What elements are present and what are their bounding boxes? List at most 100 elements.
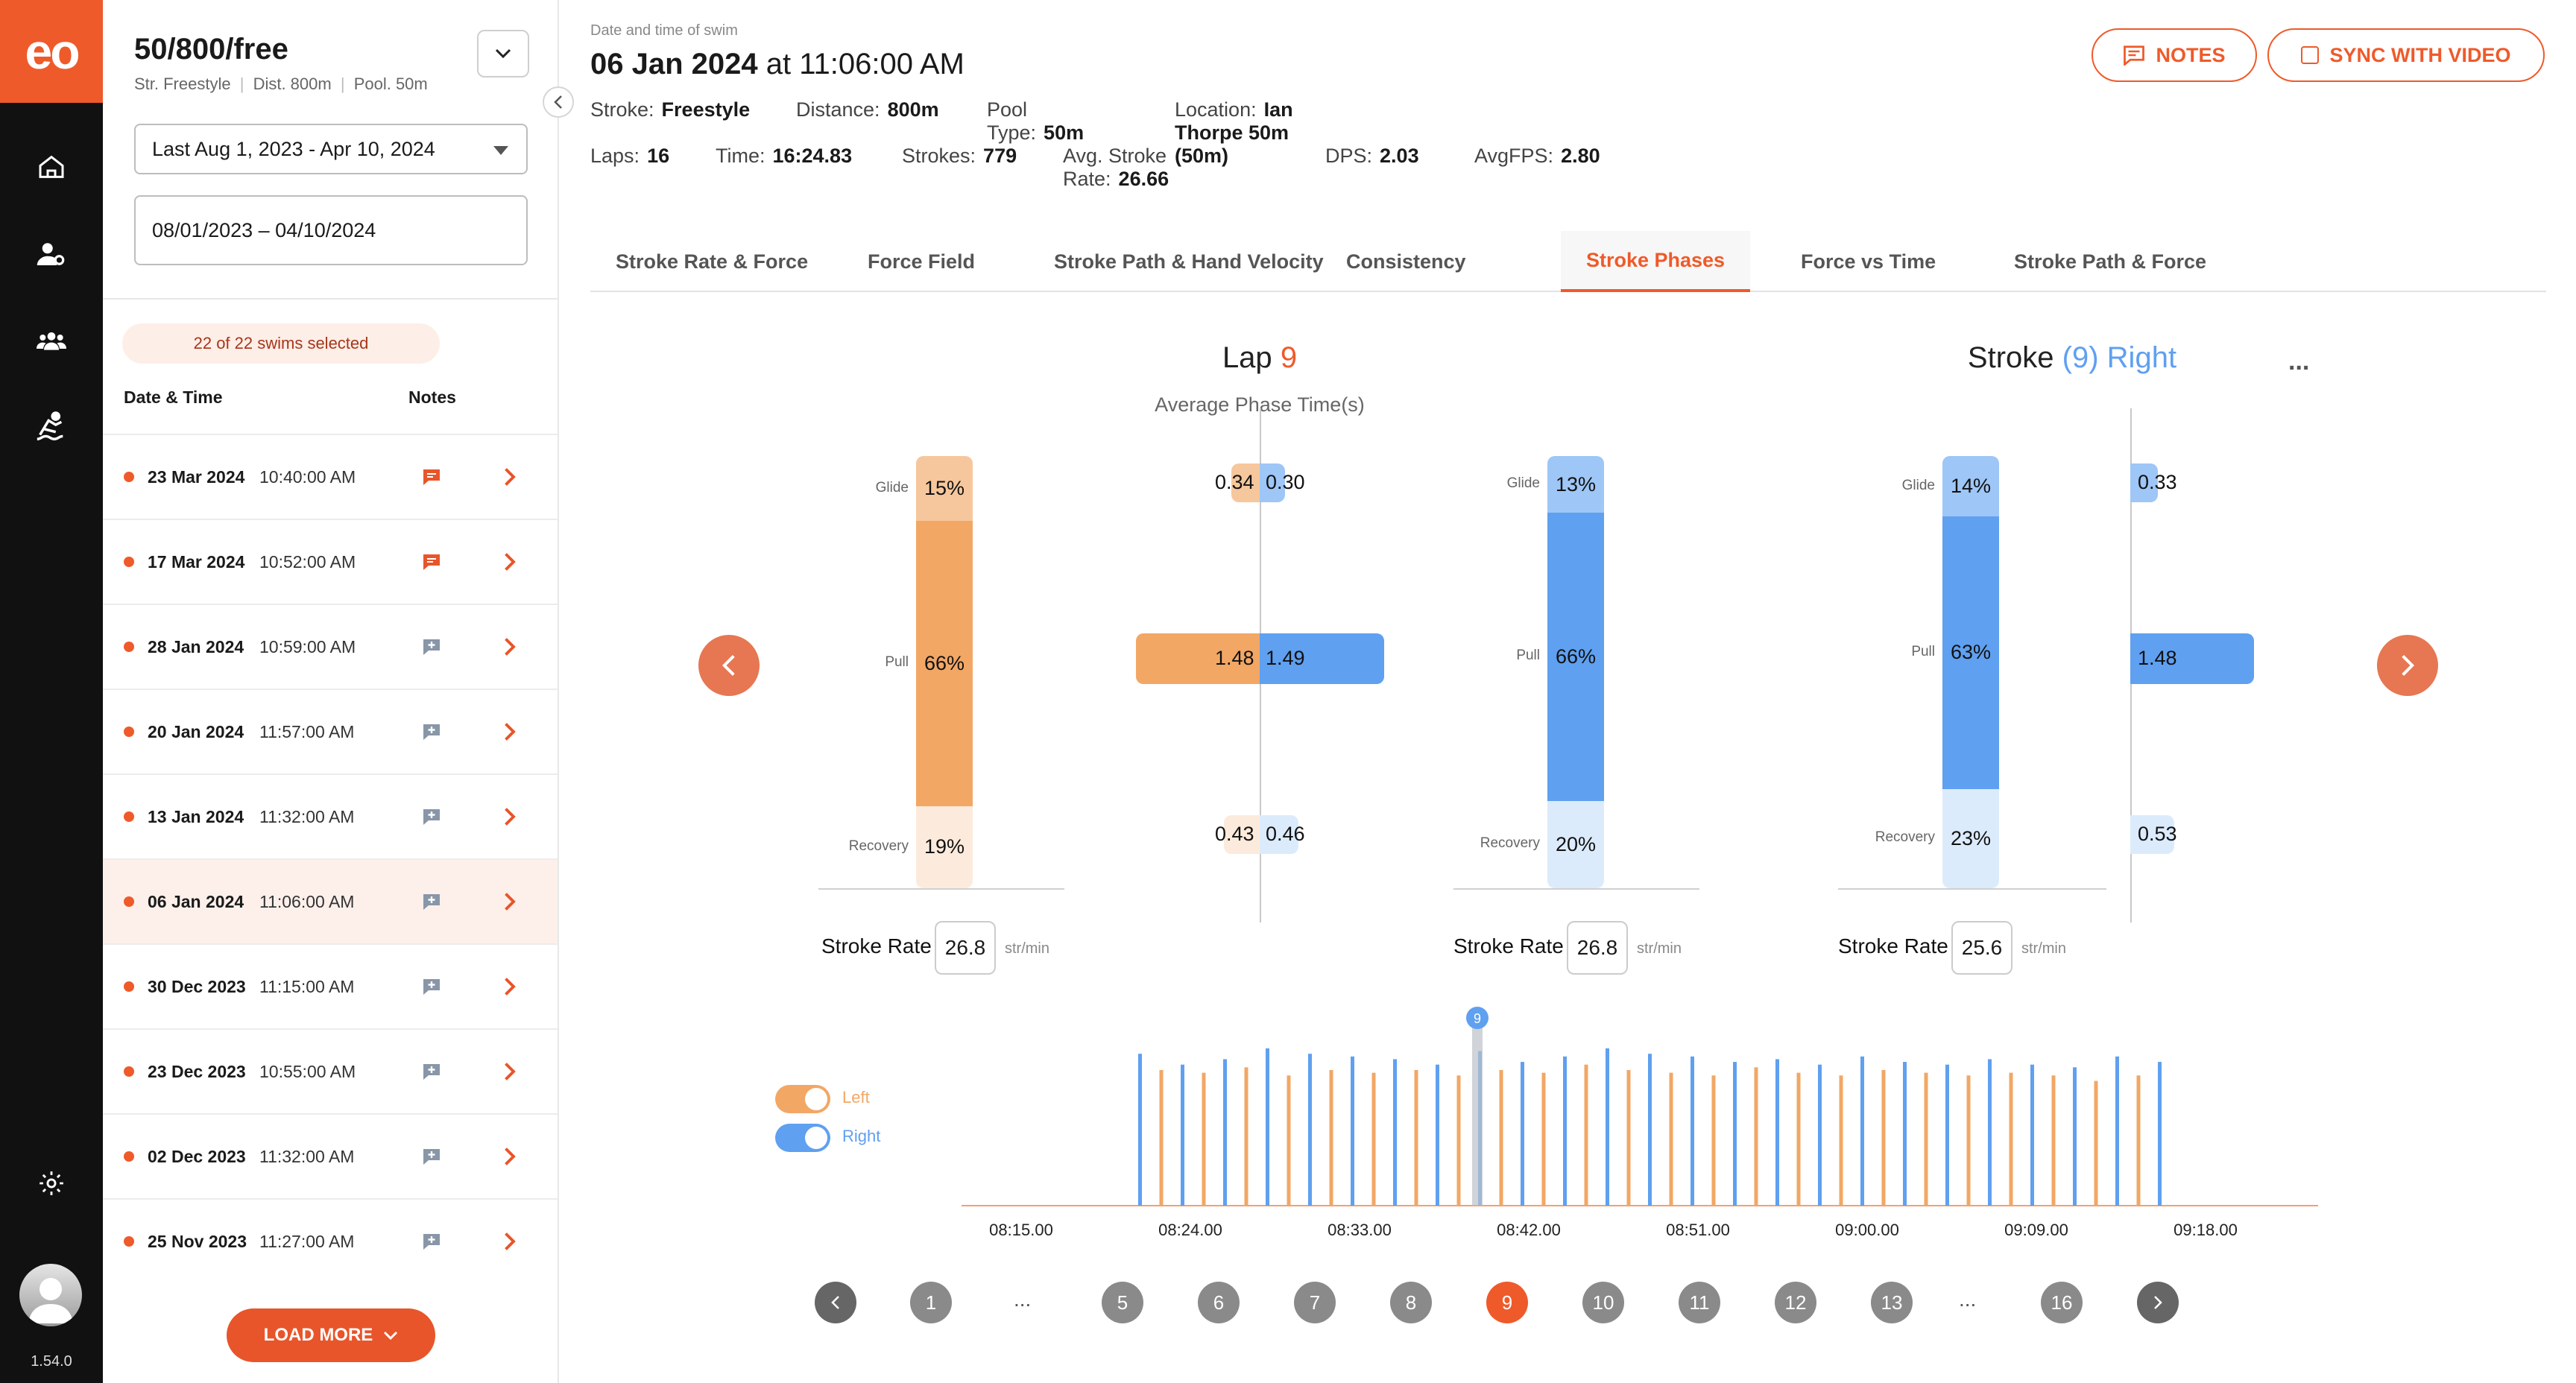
lap-page-5[interactable]: 5 xyxy=(1102,1282,1143,1323)
lap-page-8[interactable]: 8 xyxy=(1390,1282,1432,1323)
column-header-notes: Notes xyxy=(408,387,456,407)
swim-list-row[interactable]: 25 Nov 2023 11:27:00 AM xyxy=(103,1198,558,1283)
add-note-icon[interactable] xyxy=(422,978,441,996)
add-note-icon[interactable] xyxy=(422,1232,441,1250)
left-stroke-bar xyxy=(1159,1070,1164,1206)
chevron-right-icon[interactable] xyxy=(498,1230,520,1253)
next-stroke-button[interactable] xyxy=(2377,635,2438,696)
right-stroke-bar xyxy=(1138,1054,1142,1206)
stroke-recovery-time-bar xyxy=(2130,815,2175,854)
stroke-time-value: 0.53 xyxy=(2138,823,2177,845)
chevron-right-icon[interactable] xyxy=(498,890,520,913)
swim-datetime: 06 Jan 2024 at 11:06:00 AM xyxy=(590,48,965,81)
notes-button[interactable]: NOTES xyxy=(2092,28,2257,82)
stat-value: 2.03 xyxy=(1380,145,1419,167)
lap-page-9[interactable]: 9 xyxy=(1486,1282,1528,1323)
row-time: 11:57:00 AM xyxy=(259,721,355,741)
right-stroke-bar xyxy=(1775,1059,1779,1206)
stroke-rate-value: 26.8 xyxy=(1567,921,1628,975)
selected-count-badge[interactable]: 22 of 22 swims selected xyxy=(122,323,440,364)
left-hand-toggle[interactable] xyxy=(775,1085,830,1113)
stroke-timeline-chart[interactable]: 08:15.00 08:24.00 08:33.00 08:42.00 08:51.00… xyxy=(954,999,2326,1252)
row-time: 10:55:00 AM xyxy=(259,1061,356,1081)
lap-page-16[interactable]: 16 xyxy=(2041,1282,2083,1323)
swim-list-row[interactable]: 06 Jan 2024 11:06:00 AM xyxy=(103,858,558,943)
swim-list-row[interactable]: 17 Mar 2024 10:52:00 AM xyxy=(103,519,558,604)
avg-left-recovery-bar xyxy=(1223,815,1260,854)
add-note-icon[interactable] xyxy=(422,1063,441,1080)
tab-stroke-rate-force[interactable]: Stroke Rate & Force xyxy=(616,250,809,273)
lap-page-6[interactable]: 6 xyxy=(1198,1282,1240,1323)
add-note-icon[interactable] xyxy=(422,893,441,911)
tab-force-field[interactable]: Force Field xyxy=(868,250,976,273)
chevron-right-icon[interactable] xyxy=(498,466,520,488)
row-time: 10:52:00 AM xyxy=(259,551,356,572)
lap-page-11[interactable]: 11 xyxy=(1679,1282,1720,1323)
chevron-right-icon[interactable] xyxy=(498,975,520,998)
home-icon[interactable] xyxy=(28,143,75,191)
sidebar-collapse-button[interactable] xyxy=(543,86,574,118)
lap-page-12[interactable]: 12 xyxy=(1775,1282,1816,1323)
stat-label: Stroke: xyxy=(590,98,654,121)
add-note-icon[interactable] xyxy=(422,723,441,741)
divider xyxy=(103,298,558,300)
tab-stroke-path-force[interactable]: Stroke Path & Force xyxy=(2014,250,2207,273)
stroke-side: Right xyxy=(2106,341,2177,374)
swimmer-icon[interactable] xyxy=(28,402,75,450)
tab-stroke-path-hand-velocity[interactable]: Stroke Path & Hand Velocity xyxy=(1054,250,1324,273)
load-more-button[interactable]: LOAD MORE xyxy=(227,1308,435,1362)
right-legend-label: Right xyxy=(842,1127,881,1145)
row-date: 13 Jan 2024 xyxy=(148,806,244,826)
next-lap-button[interactable] xyxy=(2137,1282,2179,1323)
swim-list-row[interactable]: 02 Dec 2023 11:32:00 AM xyxy=(103,1113,558,1198)
note-filled-icon[interactable] xyxy=(422,553,441,571)
coach-user-icon[interactable] xyxy=(28,231,75,279)
previous-stroke-button[interactable] xyxy=(698,635,760,696)
swim-list-row[interactable]: 23 Mar 2024 10:40:00 AM xyxy=(103,434,558,519)
team-icon[interactable] xyxy=(28,317,75,365)
stroke-pull-time-bar xyxy=(2130,633,2254,684)
note-filled-icon[interactable] xyxy=(422,468,441,486)
lap-right-pull-percent: 66% xyxy=(1555,645,1597,668)
more-options-button[interactable]: ... xyxy=(2288,347,2310,376)
lap-page-1[interactable]: 1 xyxy=(910,1282,952,1323)
date-range-select[interactable]: Last Aug 1, 2023 - Apr 10, 2024 xyxy=(134,124,528,174)
column-header-date: Date & Time xyxy=(124,387,223,407)
tab-force-vs-time[interactable]: Force vs Time xyxy=(1801,250,1936,273)
settings-icon[interactable] xyxy=(28,1159,75,1207)
chevron-right-icon[interactable] xyxy=(498,806,520,828)
chevron-right-icon[interactable] xyxy=(498,721,520,743)
left-stroke-bar xyxy=(1329,1070,1333,1206)
chevron-right-icon[interactable] xyxy=(498,636,520,658)
lap-page-13[interactable]: 13 xyxy=(1871,1282,1913,1323)
avatar[interactable] xyxy=(19,1264,82,1326)
swim-list-sidebar: 50/800/free Str. Freestyle | Dist. 800m … xyxy=(103,0,559,1383)
tab-consistency[interactable]: Consistency xyxy=(1346,250,1466,273)
right-hand-toggle[interactable] xyxy=(775,1124,830,1152)
add-note-icon[interactable] xyxy=(422,638,441,656)
stat-label: Strokes: xyxy=(902,145,976,167)
event-dropdown-button[interactable] xyxy=(477,30,529,77)
swim-list-row[interactable]: 23 Dec 2023 10:55:00 AM xyxy=(103,1028,558,1113)
swim-list-row[interactable]: 28 Jan 2024 10:59:00 AM xyxy=(103,604,558,689)
eo-logo[interactable]: eo xyxy=(0,0,103,103)
lap-page-7[interactable]: 7 xyxy=(1294,1282,1336,1323)
left-stroke-bar xyxy=(2051,1075,2056,1206)
sync-with-video-button[interactable]: SYNC WITH VIDEO xyxy=(2267,28,2545,82)
add-note-icon[interactable] xyxy=(422,1148,441,1165)
chevron-right-icon[interactable] xyxy=(498,1145,520,1168)
chevron-right-icon[interactable] xyxy=(498,551,520,573)
date-range-input[interactable]: 08/01/2023 – 04/10/2024 xyxy=(134,195,528,265)
add-note-icon[interactable] xyxy=(422,808,441,826)
swim-list-row[interactable]: 30 Dec 2023 11:15:00 AM xyxy=(103,943,558,1028)
chevron-right-icon[interactable] xyxy=(498,1060,520,1083)
swim-list-row[interactable]: 13 Jan 2024 11:32:00 AM xyxy=(103,773,558,858)
right-stroke-bar xyxy=(1988,1059,1992,1206)
stat-value: 16 xyxy=(647,145,670,167)
lap-page-10[interactable]: 10 xyxy=(1582,1282,1624,1323)
stroke-label: Stroke xyxy=(1967,341,2054,374)
swim-list-row[interactable]: 20 Jan 2024 11:57:00 AM xyxy=(103,689,558,773)
right-stroke-bar xyxy=(1690,1056,1694,1206)
tab-stroke-phases[interactable]: Stroke Phases xyxy=(1561,231,1750,292)
previous-lap-button[interactable] xyxy=(815,1282,856,1323)
